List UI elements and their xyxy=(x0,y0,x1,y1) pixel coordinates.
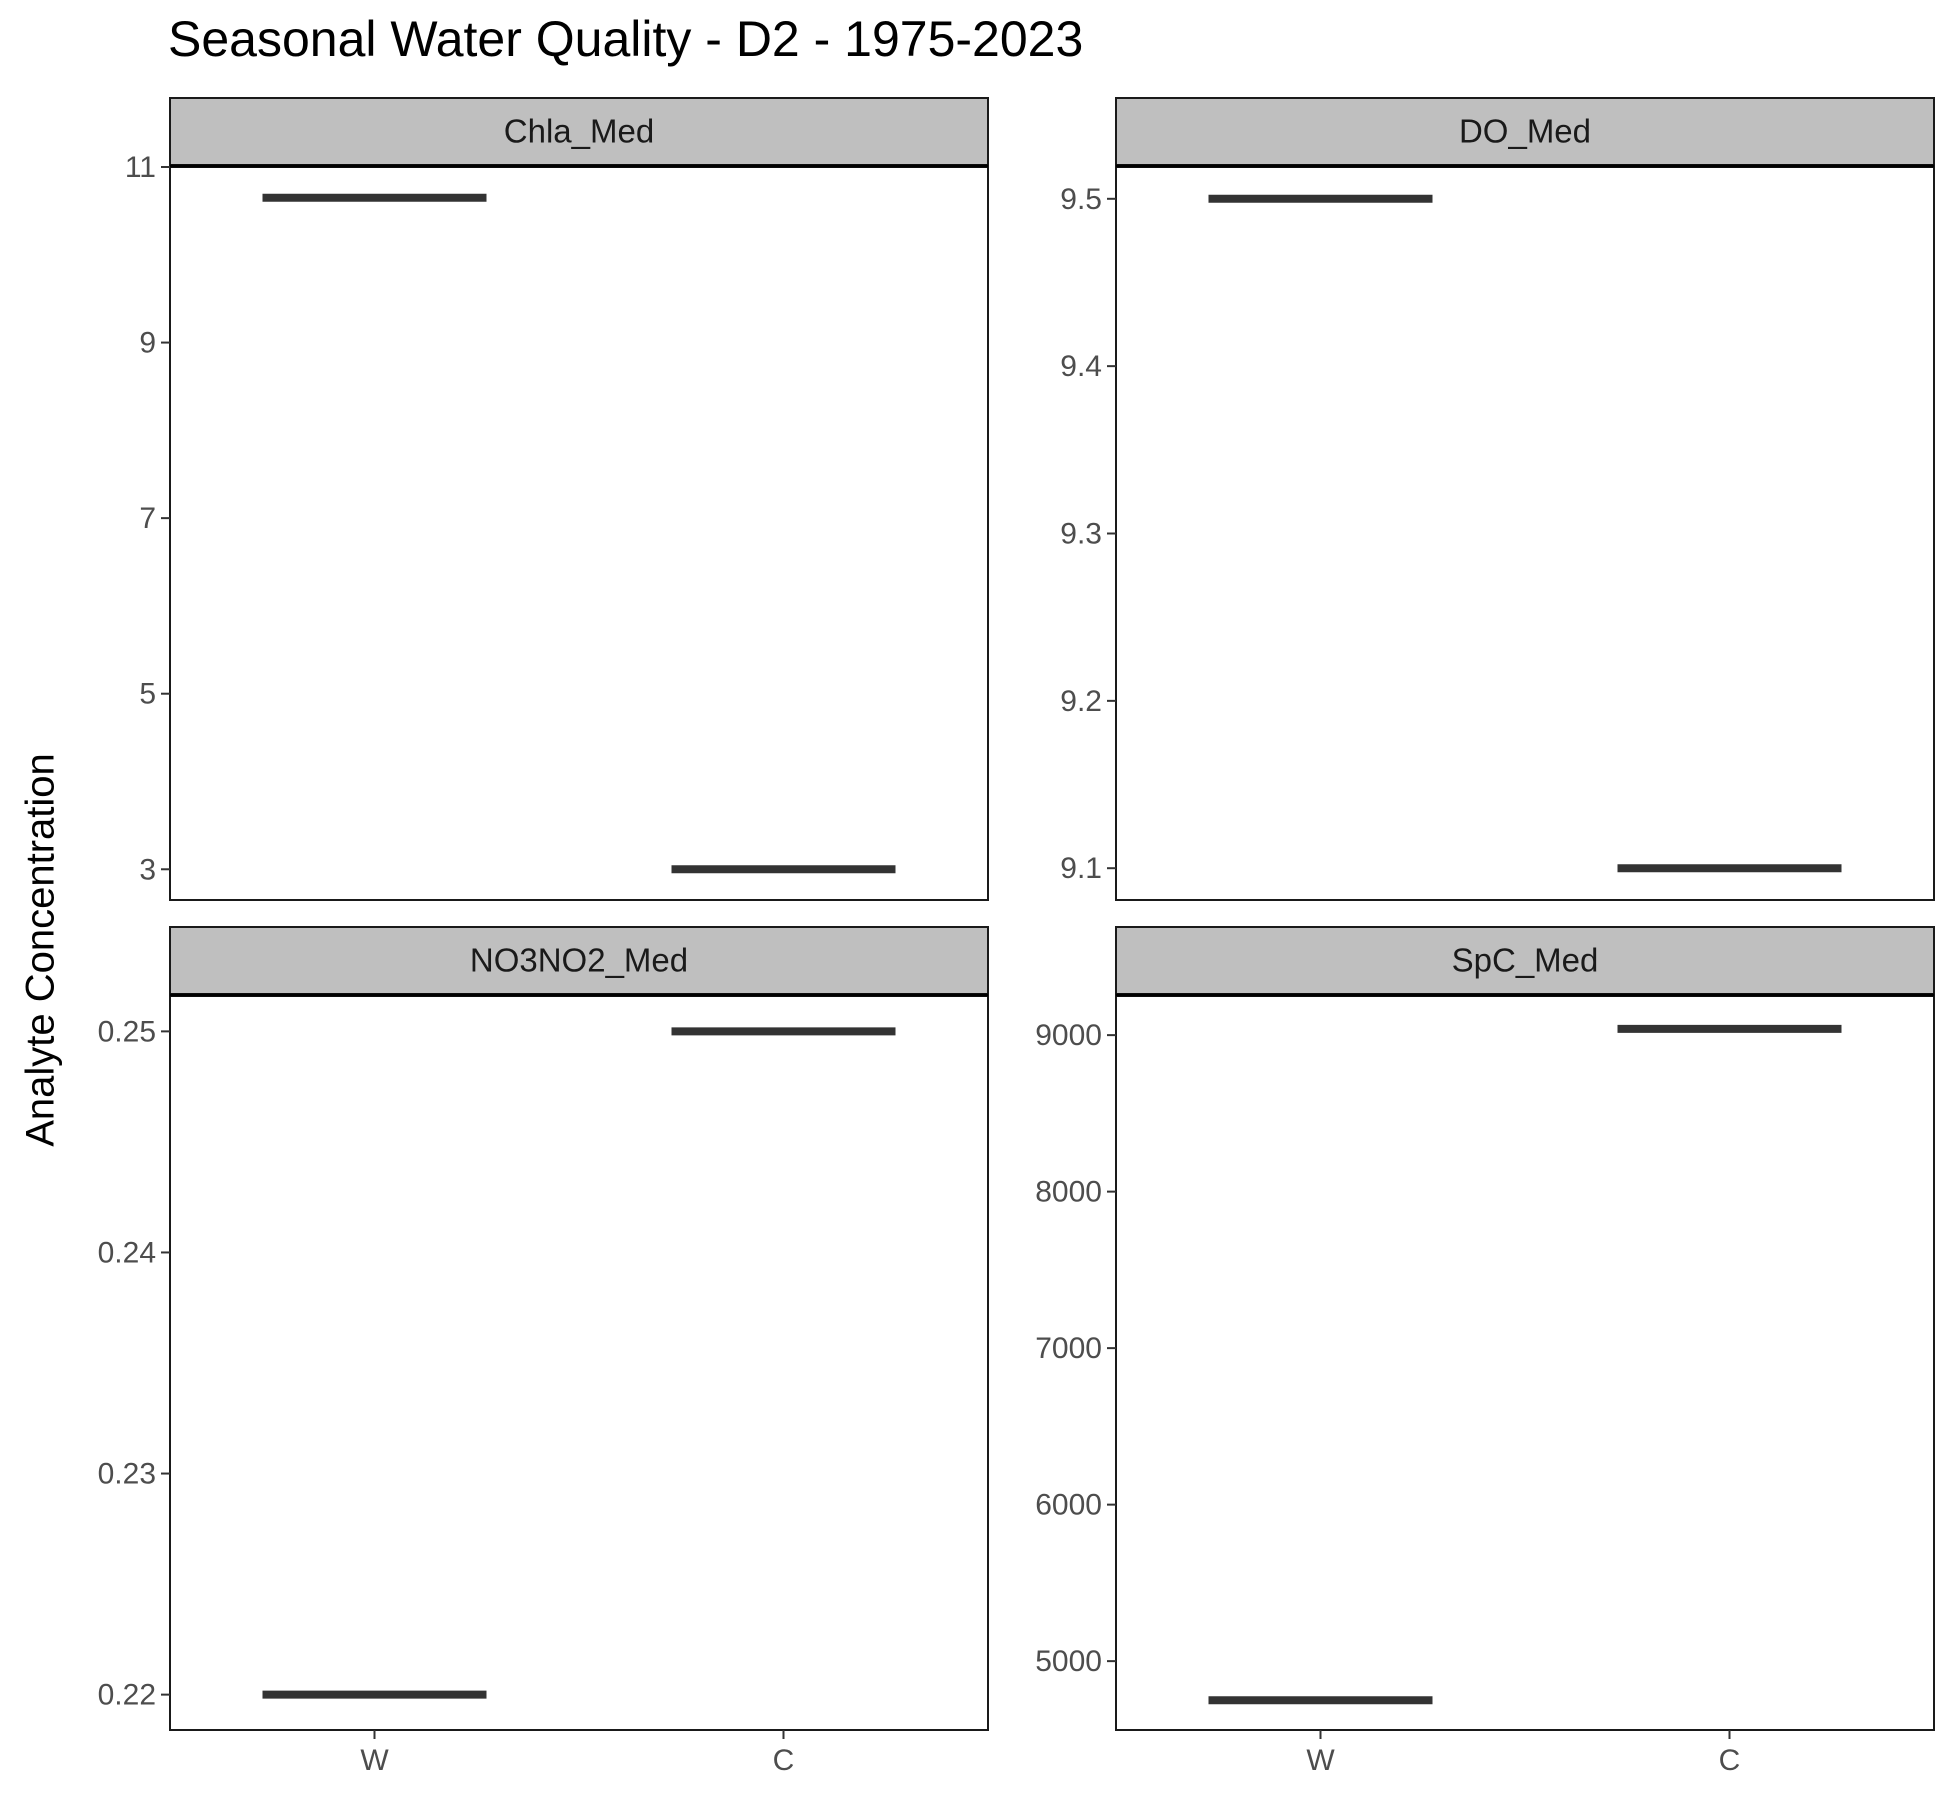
strip-label-spc-med: SpC_Med xyxy=(1452,942,1599,979)
chart-title: Seasonal Water Quality - D2 - 1975-2023 xyxy=(168,11,1084,67)
x-tick-label-no3no2-med: C xyxy=(773,1744,795,1777)
panel-do-med: DO_Med 9.1 9.2 9.3 9.4 9.5 xyxy=(1060,97,1935,901)
y-tick-label-do-med: 9.5 xyxy=(1060,183,1102,216)
panel-border-no3no2-med xyxy=(169,995,989,1731)
y-tick-label-do-med: 9.2 xyxy=(1060,685,1102,718)
strip-label-no3no2-med: NO3NO2_Med xyxy=(470,942,688,979)
strip-spc-med xyxy=(1115,926,1935,995)
panel-no3no2-med: NO3NO2_Med 0.22 0.23 0.24 0.25 W C xyxy=(98,926,989,1777)
strip-label-chla-med: Chla_Med xyxy=(504,113,654,150)
x-tick-label-no3no2-med: W xyxy=(360,1744,389,1777)
x-tick-label-spc-med: C xyxy=(1719,1744,1741,1777)
y-tick-label-spc-med: 8000 xyxy=(1035,1176,1102,1209)
panel-chla-med: Chla_Med 3 5 7 9 11 xyxy=(125,97,989,901)
y-tick-label-no3no2-med: 0.23 xyxy=(98,1458,156,1491)
y-tick-label-chla-med: 9 xyxy=(139,327,156,360)
y-tick-label-spc-med: 7000 xyxy=(1035,1332,1102,1365)
y-tick-label-do-med: 9.1 xyxy=(1060,852,1102,885)
x-tick-label-spc-med: W xyxy=(1306,1744,1335,1777)
panel-border-spc-med xyxy=(1115,995,1935,1731)
strip-do-med xyxy=(1115,97,1935,166)
y-tick-label-spc-med: 5000 xyxy=(1035,1645,1102,1678)
y-tick-label-spc-med: 6000 xyxy=(1035,1489,1102,1522)
y-tick-label-chla-med: 3 xyxy=(139,853,156,886)
y-tick-label-chla-med: 5 xyxy=(139,678,156,711)
panel-border-do-med xyxy=(1115,166,1935,901)
y-tick-label-no3no2-med: 0.22 xyxy=(98,1679,156,1712)
panel-spc-med: SpC_Med 5000 6000 7000 8000 9000 W C xyxy=(1035,926,1935,1777)
y-tick-label-do-med: 9.3 xyxy=(1060,518,1102,551)
y-tick-label-chla-med: 11 xyxy=(125,151,156,184)
y-tick-label-no3no2-med: 0.24 xyxy=(98,1236,156,1269)
y-tick-label-spc-med: 9000 xyxy=(1035,1019,1102,1052)
strip-no3no2-med xyxy=(169,926,989,995)
y-tick-label-chla-med: 7 xyxy=(139,502,156,535)
y-tick-label-do-med: 9.4 xyxy=(1060,350,1102,383)
y-tick-label-no3no2-med: 0.25 xyxy=(98,1015,156,1048)
strip-chla-med xyxy=(169,97,989,166)
strip-label-do-med: DO_Med xyxy=(1459,113,1591,150)
panel-border-chla-med xyxy=(169,166,989,901)
